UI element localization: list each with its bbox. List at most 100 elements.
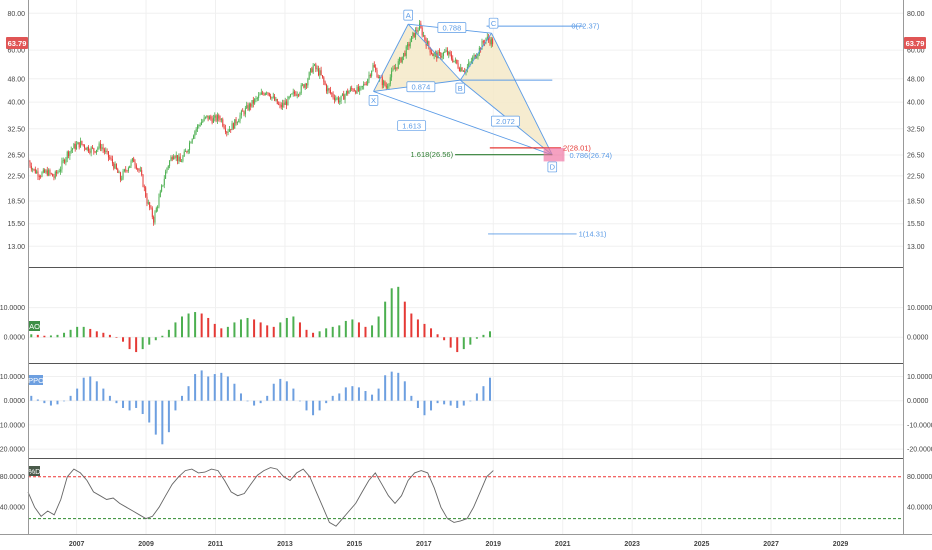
candle-body — [318, 68, 320, 76]
ppo-bar — [213, 374, 216, 401]
candle-body — [68, 151, 70, 157]
price-y-tick-right-6: 22.50 — [907, 173, 925, 180]
point-a-label: A — [406, 11, 411, 20]
ppo-bar — [318, 400, 321, 411]
candle-body — [129, 165, 131, 168]
harmonic-pattern[interactable] — [373, 24, 553, 155]
candle-body — [37, 171, 39, 177]
candle-body — [373, 64, 375, 68]
candle-body — [442, 52, 444, 57]
candle-body — [473, 54, 475, 58]
pctd-line-group — [27, 467, 903, 527]
candle-body — [314, 64, 316, 66]
ao-bar — [357, 322, 360, 338]
candle-body — [195, 129, 197, 132]
ratio-bcd: 2.072 — [496, 117, 515, 126]
candle-body — [126, 170, 128, 172]
candle-body — [122, 171, 124, 179]
candle-body — [299, 92, 301, 95]
ao-bar — [430, 328, 433, 338]
candle-body — [288, 96, 290, 98]
point-b-label-box — [455, 82, 466, 94]
ppo-bar — [181, 395, 184, 401]
price-badge-right: 63.79 — [904, 37, 926, 49]
candle-body — [268, 92, 270, 96]
price-y-tick-right-9: 13.00 — [907, 244, 925, 251]
candle-body — [388, 84, 390, 87]
candle-body — [306, 83, 308, 86]
candle-body — [123, 169, 125, 172]
candle-body — [363, 83, 365, 87]
candle-body — [427, 41, 429, 46]
pctd-badge[interactable]: %D — [28, 466, 41, 476]
candle-body — [282, 103, 284, 108]
candle-body — [440, 52, 442, 58]
candle-body — [165, 171, 167, 179]
candle-body — [262, 92, 264, 94]
ao-bar — [377, 316, 380, 338]
candle-body — [298, 94, 300, 96]
candle-body — [258, 95, 260, 98]
candle-body — [294, 91, 296, 94]
ppo-bar — [161, 400, 164, 445]
candle-body — [290, 94, 292, 97]
ppo-bar — [384, 375, 387, 401]
candle-body — [367, 79, 369, 85]
candle-body — [127, 167, 129, 171]
ao-bar — [272, 326, 275, 338]
price-y-tick-left-1: 60.00 — [7, 48, 25, 55]
ratio-abc-box — [437, 22, 467, 34]
ppo-bar — [194, 374, 197, 401]
ppo-bar — [351, 386, 354, 401]
candle-body — [271, 97, 273, 99]
ao-bar — [226, 326, 229, 338]
candle-body — [78, 142, 80, 148]
candle-body — [216, 115, 218, 121]
candle-body — [283, 103, 285, 105]
price-y-tick-right-5: 26.50 — [907, 152, 925, 159]
candle-body — [110, 158, 112, 160]
candle-body — [170, 157, 172, 161]
ao-bar — [128, 337, 131, 350]
candle-body — [142, 174, 144, 187]
ao-y-tick-left-0: 10.0000 — [0, 305, 25, 312]
ppo-bar — [63, 400, 66, 402]
ao-bar — [475, 337, 478, 339]
candle-body — [352, 89, 354, 91]
candle-body — [456, 59, 458, 64]
candle-body — [302, 84, 304, 86]
ppo-bar — [489, 377, 492, 401]
candle-body — [186, 151, 188, 153]
candle-body — [407, 44, 409, 47]
candle-body — [263, 93, 265, 96]
ppo-bar — [220, 372, 223, 401]
ppo-badge[interactable]: PPO — [28, 375, 44, 385]
ppo-bar — [331, 395, 334, 401]
pctd-y-tick-right-1: 40.0000 — [907, 505, 932, 512]
candle-body — [171, 157, 173, 160]
candle-body — [38, 176, 40, 177]
ao-badge[interactable]: AO — [29, 321, 40, 331]
level-c-label: 0(72.37) — [571, 22, 599, 31]
candle-body — [208, 116, 210, 120]
ppo-bar — [449, 400, 452, 406]
ppo-bar — [312, 400, 315, 416]
candle-body — [392, 68, 394, 71]
candle-body — [60, 169, 62, 172]
candle-body — [387, 86, 389, 88]
level-2-label: 2(28.01) — [563, 143, 591, 152]
price-y-tick-left-8: 15.50 — [7, 221, 25, 228]
candle-body — [428, 41, 430, 48]
candle-body — [275, 99, 277, 101]
candle-body — [340, 95, 342, 101]
ppo-bar — [371, 394, 374, 401]
point-a-label-box — [403, 9, 413, 21]
time-axis[interactable]: 2007 2009 2011 2013 2015 2017 2019 2021 2023 2025… — [69, 541, 849, 548]
ao-bar — [36, 334, 39, 338]
ppo-bar — [69, 395, 72, 401]
candle-body — [335, 98, 337, 100]
candle-body — [256, 97, 258, 99]
ao-bar — [207, 317, 210, 338]
candle-body — [202, 120, 204, 123]
